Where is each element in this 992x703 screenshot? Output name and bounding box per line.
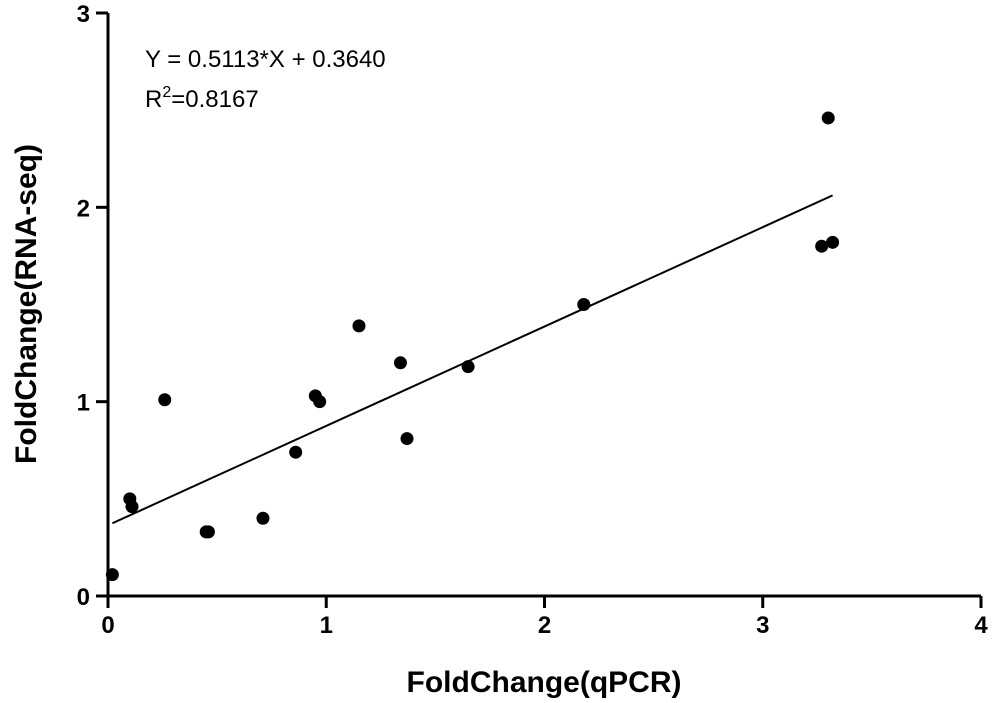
x-axis-title: FoldChange(qPCR) [407,666,682,699]
x-tick-label: 0 [101,612,114,639]
axes: 0 1 2 3 4 0 1 2 3 [77,1,989,639]
x-tick-label: 4 [974,612,988,639]
y-ticks: 0 1 2 3 [77,1,108,611]
data-point [105,568,119,582]
data-points [105,111,840,582]
regression-line [111,194,834,525]
x-ticks: 0 1 2 3 4 [101,596,988,639]
data-point [289,445,303,459]
x-tick-label: 1 [320,612,333,639]
data-point [826,235,840,249]
y-tick-label: 2 [77,195,90,222]
data-point [158,393,172,407]
data-point [393,356,407,370]
data-point [125,500,139,514]
r2-prefix: R [145,86,162,113]
r2-value: =0.8167 [171,86,258,113]
y-tick-label: 3 [77,1,90,28]
data-point [256,511,270,525]
data-point [313,395,327,409]
y-tick-label: 0 [77,584,90,611]
data-point [352,319,366,333]
y-axis-title: FoldChange(RNA-seq) [10,144,43,464]
r2-superscript: 2 [162,84,171,101]
data-point [461,360,475,374]
data-point [815,239,829,253]
x-tick-label: 2 [538,612,551,639]
data-point [400,432,414,446]
data-point [201,525,215,539]
r-squared-annotation: R2=0.8167 [145,84,259,113]
x-tick-label: 3 [756,612,769,639]
y-tick-label: 1 [77,390,90,417]
data-point [577,298,591,311]
regression-equation: Y = 0.5113*X + 0.3640 [145,46,386,73]
data-point [821,111,835,125]
